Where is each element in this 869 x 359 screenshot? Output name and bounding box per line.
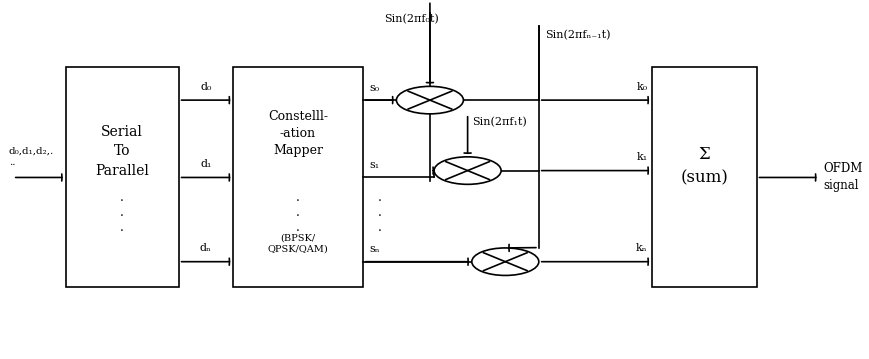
- Circle shape: [434, 157, 501, 184]
- Text: dₙ: dₙ: [200, 243, 212, 253]
- Bar: [233, 67, 363, 288]
- Text: Serial
To
Parallel: Serial To Parallel: [96, 125, 149, 178]
- Text: d₁: d₁: [200, 159, 211, 169]
- Text: Sin(2πfₙ₋₁t): Sin(2πfₙ₋₁t): [546, 30, 611, 40]
- Text: (BPSK/
QPSK/QAM): (BPSK/ QPSK/QAM): [268, 233, 328, 253]
- Text: s₀: s₀: [369, 83, 380, 93]
- Text: s₁: s₁: [369, 160, 380, 170]
- Text: d₀,d₁,d₂,.
..: d₀,d₁,d₂,. ..: [9, 147, 54, 167]
- Bar: [65, 67, 179, 288]
- Text: Sin(2πf₀t): Sin(2πf₀t): [384, 14, 439, 24]
- Text: .
.
.: . . .: [120, 191, 124, 234]
- Text: sₙ: sₙ: [369, 244, 381, 254]
- Text: kₙ: kₙ: [636, 243, 647, 253]
- Text: Sin(2πf₁t): Sin(2πf₁t): [472, 117, 527, 127]
- Text: .
.
.: . . .: [296, 191, 300, 234]
- Circle shape: [472, 248, 539, 275]
- Text: d₀: d₀: [200, 81, 211, 92]
- Bar: [652, 67, 757, 288]
- Text: Constelll-
-ation
Mapper: Constelll- -ation Mapper: [268, 110, 328, 157]
- Text: OFDM
signal: OFDM signal: [824, 163, 863, 192]
- Text: k₁: k₁: [637, 152, 647, 162]
- Circle shape: [396, 87, 463, 114]
- Text: k₀: k₀: [637, 81, 647, 92]
- Text: .
.
.: . . .: [378, 191, 381, 234]
- Text: Σ
(sum): Σ (sum): [680, 146, 728, 187]
